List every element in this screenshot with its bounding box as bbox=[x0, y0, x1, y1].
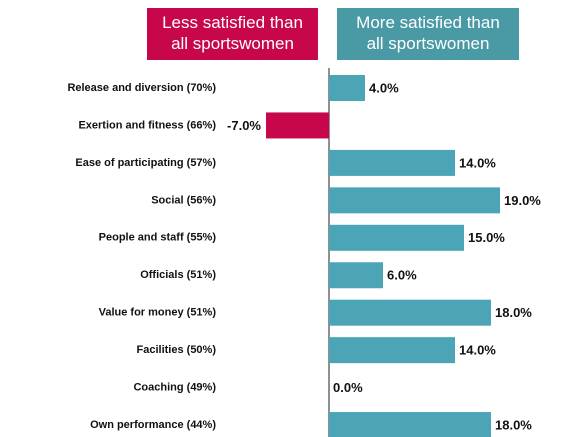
category-label: Social (56%) bbox=[151, 194, 216, 206]
category-label: Officials (51%) bbox=[140, 269, 216, 281]
value-label: 19.0% bbox=[504, 193, 541, 208]
bar bbox=[329, 262, 383, 289]
bar bbox=[329, 187, 500, 214]
category-label: Value for money (51%) bbox=[99, 307, 217, 319]
value-label: 18.0% bbox=[495, 305, 532, 320]
category-label: Release and diversion (70%) bbox=[67, 82, 216, 94]
bar bbox=[329, 75, 365, 101]
bar bbox=[329, 412, 491, 437]
value-label: 14.0% bbox=[459, 343, 496, 358]
value-label: 15.0% bbox=[468, 230, 505, 245]
category-label: Own performance (44%) bbox=[90, 419, 216, 431]
category-label: Ease of participating (57%) bbox=[75, 157, 216, 169]
bar bbox=[329, 224, 464, 251]
bar bbox=[329, 149, 455, 176]
category-label: Exertion and fitness (66%) bbox=[78, 119, 216, 131]
value-label: 0.0% bbox=[333, 380, 363, 395]
bar bbox=[329, 299, 491, 326]
negative-header: Less satisfied than all sportswomen bbox=[147, 8, 318, 60]
category-label: Coaching (49%) bbox=[133, 382, 216, 394]
positive-header: More satisfied than all sportswomen bbox=[337, 8, 519, 60]
value-label: 6.0% bbox=[387, 268, 417, 283]
value-label: 14.0% bbox=[459, 155, 496, 170]
category-label: Facilities (50%) bbox=[137, 344, 217, 356]
value-label: -7.0% bbox=[227, 118, 261, 133]
bar bbox=[266, 112, 329, 139]
value-label: 4.0% bbox=[369, 80, 399, 95]
bar bbox=[329, 337, 455, 364]
category-label: People and staff (55%) bbox=[99, 232, 217, 244]
value-label: 18.0% bbox=[495, 417, 532, 432]
